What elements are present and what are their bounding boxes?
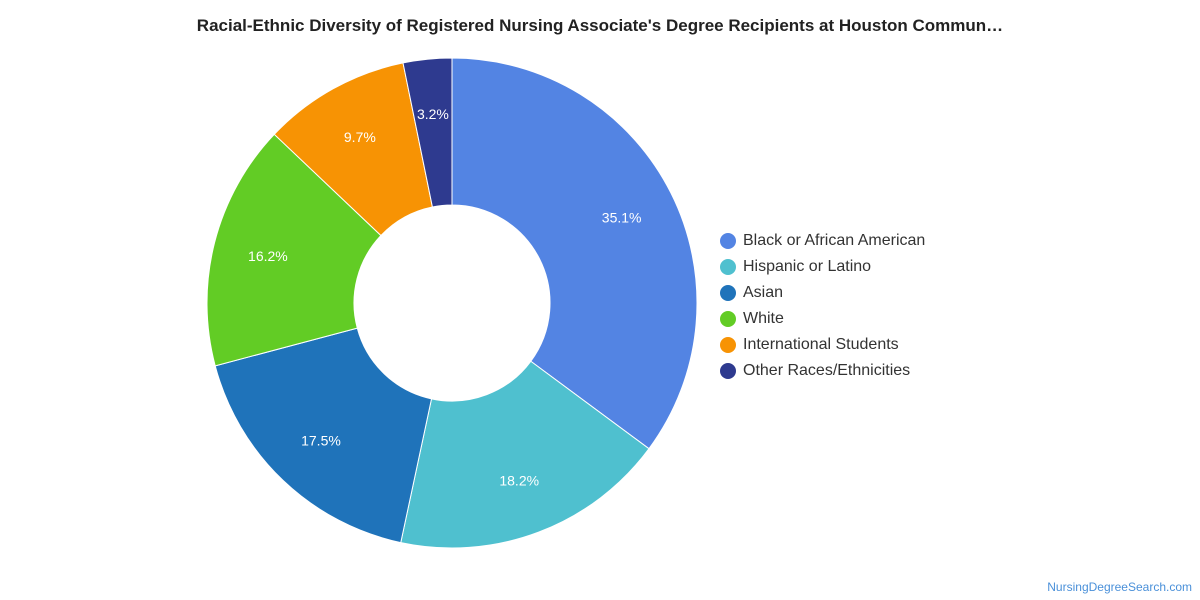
legend-item[interactable]: Hispanic or Latino xyxy=(720,254,925,280)
legend-item[interactable]: Asian xyxy=(720,280,925,306)
legend-label: Hispanic or Latino xyxy=(743,258,872,275)
slice-value-label: 18.2% xyxy=(499,473,539,489)
legend-item[interactable]: White xyxy=(720,306,925,332)
legend-label: White xyxy=(743,310,784,327)
legend-item[interactable]: International Students xyxy=(720,332,925,358)
legend-swatch xyxy=(720,233,736,249)
legend-swatch xyxy=(720,259,736,275)
chart-legend: Black or African American Hispanic or Lat… xyxy=(720,228,925,384)
legend-label: Other Races/Ethnicities xyxy=(743,362,911,379)
pie-slice[interactable] xyxy=(214,327,433,544)
legend-label: Black or African American xyxy=(743,232,926,249)
legend-swatch xyxy=(720,311,736,327)
pie-slice[interactable] xyxy=(402,57,453,208)
pie-slice[interactable] xyxy=(451,57,698,450)
slice-value-label: 3.2% xyxy=(417,106,449,122)
chart-title: Racial-Ethnic Diversity of Registered Nu… xyxy=(196,16,1004,35)
source-link[interactable]: NursingDegreeSearch.com xyxy=(1047,580,1192,594)
legend-swatch xyxy=(720,363,736,379)
legend-item[interactable]: Other Races/Ethnicities xyxy=(720,358,925,384)
legend-swatch xyxy=(720,337,736,353)
pie-slice[interactable] xyxy=(206,133,382,367)
slice-value-label: 35.1% xyxy=(602,209,642,225)
slice-value-label: 9.7% xyxy=(344,129,376,145)
legend-swatch xyxy=(720,285,736,301)
pie-slice[interactable] xyxy=(400,360,650,549)
slice-value-label: 17.5% xyxy=(301,433,341,449)
legend-item[interactable]: Black or African American xyxy=(720,228,925,254)
legend-label: International Students xyxy=(743,336,899,353)
slice-value-label: 16.2% xyxy=(248,248,288,264)
legend-label: Asian xyxy=(743,284,784,301)
